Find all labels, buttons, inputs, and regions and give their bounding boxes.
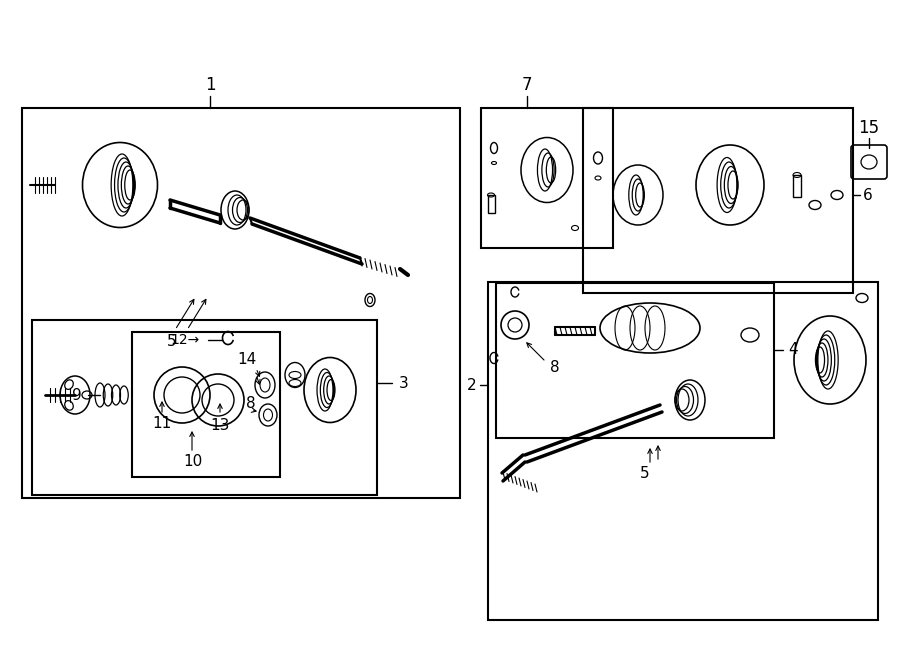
Bar [32, 320, 377, 495]
Bar [496, 283, 774, 438]
Text: 11: 11 [152, 416, 172, 430]
Text: 4: 4 [788, 342, 797, 358]
Text: 5: 5 [640, 467, 650, 481]
Bar [583, 108, 853, 293]
Text: 13: 13 [211, 418, 230, 434]
Text: 2: 2 [467, 377, 477, 393]
Text: 6: 6 [863, 188, 873, 202]
Bar [793, 175, 801, 197]
Bar [132, 332, 280, 477]
Text: 8: 8 [550, 360, 560, 375]
Text: 15: 15 [859, 119, 879, 137]
Bar [22, 108, 460, 498]
Text: 3: 3 [399, 375, 409, 391]
Text: 8: 8 [247, 397, 256, 412]
Text: 14: 14 [238, 352, 256, 368]
Bar [481, 108, 613, 248]
Text: 1: 1 [204, 76, 215, 94]
Text: 12→: 12→ [170, 333, 200, 347]
Bar [488, 282, 878, 620]
Bar [488, 195, 495, 213]
Text: 5: 5 [167, 334, 176, 350]
Text: 7: 7 [522, 76, 532, 94]
Text: 10: 10 [184, 455, 202, 469]
Text: 9: 9 [72, 387, 82, 403]
